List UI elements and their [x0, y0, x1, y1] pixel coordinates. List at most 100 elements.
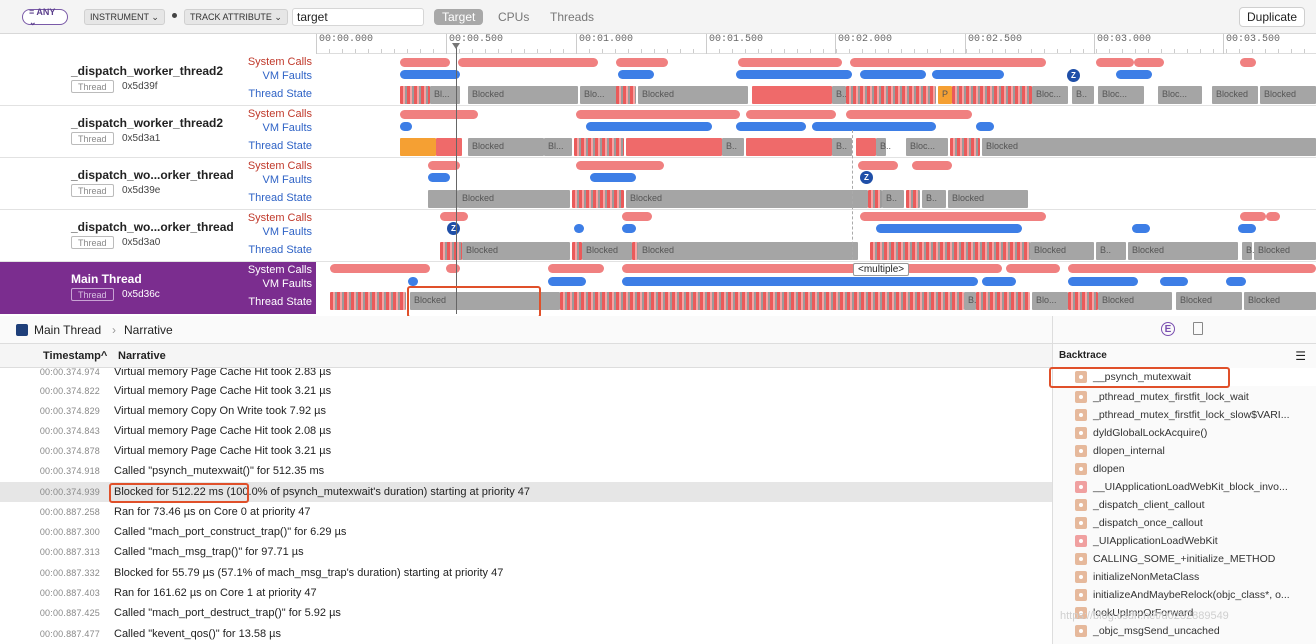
vm-fault-interval[interactable] — [876, 224, 1022, 233]
state-segment[interactable] — [436, 138, 462, 156]
state-segment[interactable]: B.. — [964, 292, 979, 310]
state-segment[interactable]: B.. — [922, 190, 946, 208]
backtrace-frame[interactable]: initializeAndMaybeRelock(objc_class*, o.… — [1053, 586, 1316, 604]
backtrace-frame[interactable]: _dispatch_client_callout — [1053, 496, 1316, 514]
state-segment[interactable]: Blocked — [638, 86, 748, 104]
state-segment[interactable]: B.. — [1096, 242, 1126, 260]
vm-fault-interval[interactable] — [736, 122, 806, 131]
system-call-interval[interactable] — [622, 212, 652, 221]
system-call-interval[interactable] — [858, 161, 898, 170]
timestamp-column-header[interactable]: Timestamp^ — [43, 350, 108, 362]
thread-row-4[interactable]: _dispatch_wo...orker_thread Thread 0x5d3… — [0, 210, 1316, 262]
list-item[interactable]: 00:00.374.878 Virtual memory Page Cache H… — [0, 441, 1052, 461]
list-item[interactable]: 00:00.374.918 Called "psynch_mutexwait()"… — [0, 461, 1052, 481]
state-segment[interactable]: Blocked — [626, 190, 868, 208]
vm-fault-interval[interactable] — [618, 70, 654, 79]
vm-fault-interval[interactable] — [932, 70, 1004, 79]
vm-fault-interval[interactable] — [860, 70, 926, 79]
state-segment[interactable]: Blocked — [1098, 292, 1172, 310]
state-segment[interactable]: Bloc... — [1032, 86, 1068, 104]
state-segment[interactable] — [560, 292, 964, 310]
scope-tab-cpus[interactable]: CPUs — [498, 10, 530, 24]
system-call-interval[interactable] — [1266, 212, 1280, 221]
state-segment[interactable] — [572, 242, 582, 260]
backtrace-frame[interactable]: _dispatch_once_callout — [1053, 514, 1316, 532]
vm-fault-interval[interactable] — [590, 173, 636, 182]
vm-fault-interval[interactable] — [622, 277, 978, 286]
state-segment[interactable] — [400, 138, 436, 156]
system-call-interval[interactable] — [912, 161, 952, 170]
vm-fault-interval[interactable] — [574, 224, 584, 233]
backtrace-frame[interactable]: dlopen — [1053, 460, 1316, 478]
thread-track[interactable]: <multiple> Blocked B.. Blo... Blocked Bl… — [316, 262, 1316, 314]
system-call-interval[interactable] — [576, 161, 664, 170]
list-item[interactable]: 00:00.887.403 Ran for 161.62 µs on Core 1… — [0, 583, 1052, 603]
list-item[interactable]: 00:00.887.477 Called "kevent_qos()" for 1… — [0, 624, 1052, 644]
list-item[interactable]: 00:00.374.829 Virtual memory Copy On Writ… — [0, 401, 1052, 421]
list-item[interactable]: 00:00.374.974 Virtual memory Page Cache H… — [0, 368, 1052, 382]
vm-fault-interval[interactable] — [1116, 70, 1152, 79]
vm-fault-interval[interactable] — [1238, 224, 1256, 233]
state-segment[interactable] — [950, 138, 980, 156]
filter-search-input[interactable]: target — [292, 8, 424, 26]
state-segment[interactable]: B.. — [722, 138, 744, 156]
backtrace-frame[interactable]: __psynch_mutexwait — [1053, 368, 1316, 386]
scope-tab-target[interactable]: Target — [434, 9, 484, 25]
state-segment[interactable]: Blocked — [638, 242, 858, 260]
state-segment[interactable] — [428, 190, 458, 208]
system-call-interval[interactable] — [576, 110, 740, 119]
any-filter-button[interactable]: ≡ ANY ⌄ — [22, 7, 68, 27]
system-call-interval[interactable] — [1096, 58, 1134, 67]
state-segment[interactable]: P — [938, 86, 952, 104]
backtrace-frame[interactable]: CALLING_SOME_+initialize_METHOD — [1053, 550, 1316, 568]
backtrace-frame[interactable]: __UIApplicationLoadWebKit_block_invo... — [1053, 478, 1316, 496]
state-segment[interactable]: Blocked — [458, 190, 570, 208]
state-segment[interactable]: Bloc... — [1098, 86, 1144, 104]
system-call-interval[interactable] — [548, 264, 604, 273]
vm-fault-interval[interactable] — [1226, 277, 1246, 286]
vm-fault-interval[interactable] — [400, 122, 412, 131]
backtrace-frame[interactable]: lookUpImpOrForward — [1053, 604, 1316, 622]
state-segment[interactable]: B.. — [1242, 242, 1257, 260]
state-segment[interactable]: Blocked — [948, 190, 1028, 208]
system-call-interval[interactable] — [400, 110, 478, 119]
state-segment[interactable]: Blocked — [582, 242, 632, 260]
list-item[interactable]: 00:00.887.313 Called "mach_msg_trap()" fo… — [0, 542, 1052, 562]
state-segment[interactable]: Blocked — [462, 242, 570, 260]
vm-fault-interval[interactable] — [976, 122, 994, 131]
system-call-interval[interactable] — [846, 110, 972, 119]
state-segment[interactable]: Blocked — [982, 138, 1316, 156]
list-item[interactable]: 00:00.887.300 Called "mach_port_construct… — [0, 522, 1052, 542]
thread-track[interactable]: Blocked Bl... B.. B.. B.. Bloc... Blocke… — [316, 106, 1316, 158]
vm-fault-interval[interactable] — [408, 277, 418, 286]
state-segment[interactable]: Blocked — [1254, 242, 1316, 260]
system-call-interval[interactable] — [1240, 58, 1256, 67]
backtrace-frame[interactable]: _objc_msgSend_uncached — [1053, 622, 1316, 640]
vm-fault-interval[interactable] — [428, 173, 450, 182]
thread-row-2[interactable]: _dispatch_worker_thread2 Thread 0x5d3a1 … — [0, 106, 1316, 158]
system-call-interval[interactable] — [440, 212, 468, 221]
system-call-interval[interactable] — [330, 264, 430, 273]
vm-fault-interval[interactable] — [1068, 277, 1138, 286]
system-call-interval[interactable] — [860, 212, 1046, 221]
state-segment[interactable]: B.. — [832, 138, 852, 156]
vm-fault-interval[interactable] — [982, 277, 1016, 286]
z-marker[interactable]: Z — [860, 171, 873, 184]
state-segment[interactable] — [330, 292, 406, 310]
state-segment[interactable]: Blocked — [1260, 86, 1316, 104]
scope-tab-threads[interactable]: Threads — [550, 10, 595, 24]
state-segment[interactable] — [976, 292, 1030, 310]
vm-fault-interval[interactable] — [812, 122, 936, 131]
state-segment[interactable]: Blocked — [1212, 86, 1258, 104]
collapse-icon[interactable]: ☰ — [1295, 349, 1306, 363]
state-segment[interactable]: Bl... — [544, 138, 572, 156]
thread-track[interactable]: Z Blocked Blocked B.. B.. Blocked — [316, 158, 1316, 210]
state-segment[interactable]: B.. — [876, 138, 891, 156]
breadcrumb-view[interactable]: Narrative — [124, 323, 173, 337]
system-call-interval[interactable] — [458, 58, 598, 67]
list-item[interactable]: 00:00.374.843 Virtual memory Page Cache H… — [0, 421, 1052, 441]
state-segment[interactable] — [626, 138, 722, 156]
system-call-interval[interactable] — [428, 161, 460, 170]
list-item[interactable]: 00:00.887.332 Blocked for 55.79 µs (57.1%… — [0, 563, 1052, 583]
playhead-handle[interactable] — [452, 43, 460, 49]
